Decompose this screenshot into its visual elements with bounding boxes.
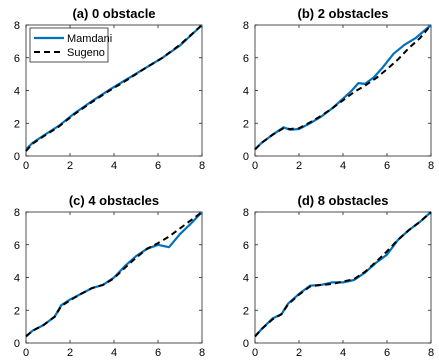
- x-tick-label: 6: [155, 160, 161, 172]
- x-tick-label: 4: [340, 160, 346, 172]
- x-tick-label: 2: [296, 160, 302, 172]
- y-tick-label: 4: [243, 86, 249, 98]
- x-tick-label: 4: [111, 160, 117, 172]
- x-tick-label: 8: [428, 347, 434, 359]
- x-tick-label: 2: [67, 347, 73, 359]
- series-line-sugeno: [254, 211, 432, 338]
- subplot-title: (c) 4 obstacles: [69, 193, 159, 208]
- y-tick-label: 0: [243, 338, 249, 350]
- y-tick-label: 0: [14, 338, 20, 350]
- y-tick-label: 0: [14, 151, 20, 163]
- legend-label-mamdani: Mamdani: [67, 33, 112, 45]
- x-tick-label: 4: [111, 347, 117, 359]
- x-tick-label: 6: [384, 347, 390, 359]
- subplot-3: (c) 4 obstacles 0 2 4 6 8 0 2 4 6 8: [14, 193, 205, 359]
- y-tick-label: 8: [243, 20, 249, 32]
- y-tick-label: 8: [14, 20, 20, 32]
- x-tick-label: 8: [199, 160, 205, 172]
- y-tick-label: 4: [243, 273, 249, 285]
- y-tick-label: 6: [14, 240, 20, 252]
- y-tick-label: 2: [243, 305, 249, 317]
- y-tick-label: 6: [243, 240, 249, 252]
- series-line-sugeno: [25, 211, 203, 338]
- x-tick-label: 0: [23, 347, 29, 359]
- x-tick-label: 8: [199, 347, 205, 359]
- x-tick-label: 2: [67, 160, 73, 172]
- subplot-4: (d) 8 obstacles 0 2 4 6 8 0 2 4 6 8: [243, 193, 434, 359]
- series-line-sugeno: [254, 24, 432, 151]
- legend-box: [29, 27, 109, 63]
- subplot-2: (b) 2 obstacles 0 2 4 6 8 0 2 4 6 8: [243, 6, 434, 172]
- series-line-sugeno: [25, 24, 203, 152]
- legend-label-sugeno: Sugeno: [67, 47, 105, 59]
- x-tick-label: 0: [252, 347, 258, 359]
- y-tick-label: 2: [243, 118, 249, 130]
- y-tick-label: 8: [14, 207, 20, 219]
- legend: Mamdani Sugeno: [29, 27, 112, 63]
- subplot-1: (a) 0 obstacle 0 2 4 6 8 0 2 4 6 8 Mamdani Sugeno: [14, 6, 205, 172]
- x-tick-label: 6: [155, 347, 161, 359]
- y-tick-label: 4: [14, 273, 20, 285]
- subplot-title: (a) 0 obstacle: [72, 6, 155, 21]
- subplot-title: (d) 8 obstacles: [297, 193, 388, 208]
- y-tick-label: 6: [243, 53, 249, 65]
- y-tick-label: 8: [243, 207, 249, 219]
- y-tick-label: 0: [243, 151, 249, 163]
- y-tick-label: 2: [14, 118, 20, 130]
- x-tick-label: 0: [252, 160, 258, 172]
- x-tick-label: 8: [428, 160, 434, 172]
- y-tick-label: 4: [14, 86, 20, 98]
- x-tick-label: 6: [384, 160, 390, 172]
- x-tick-label: 0: [23, 160, 29, 172]
- y-tick-label: 6: [14, 53, 20, 65]
- y-tick-label: 2: [14, 305, 20, 317]
- x-tick-label: 4: [340, 347, 346, 359]
- x-tick-label: 2: [296, 347, 302, 359]
- subplot-title: (b) 2 obstacles: [297, 6, 388, 21]
